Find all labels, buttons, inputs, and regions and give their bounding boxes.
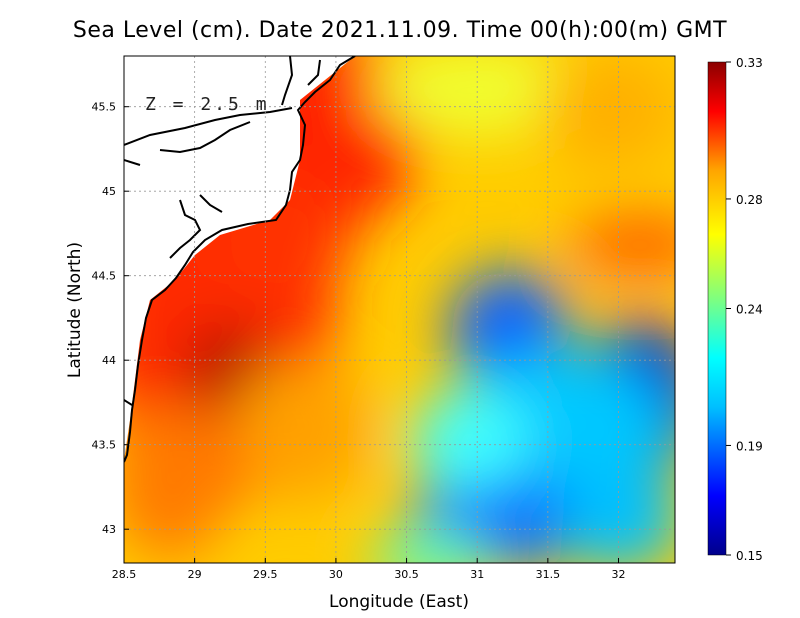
y-axis-ticks: 43 43.5 44 44.5 45 45.5 — [92, 101, 129, 536]
colorbar — [707, 61, 727, 556]
land-mass — [124, 56, 355, 460]
coastline — [124, 56, 356, 463]
western-shore — [124, 159, 141, 406]
depth-label: Z = 2.5 m — [145, 94, 270, 115]
y-axis-title: Latitude (North) — [65, 242, 85, 378]
x-tick-label: 29 — [188, 568, 202, 581]
lagoon-outline — [124, 56, 321, 259]
y-tick-label: 45 — [102, 185, 116, 198]
y-tick-label: 45.5 — [92, 101, 117, 114]
x-axis-ticks: 28.5 29 29.5 30 30.5 31 31.5 32 — [112, 558, 625, 581]
sea-level-field — [124, 56, 675, 563]
colorbar-label: 0.19 — [736, 439, 763, 453]
colorbar-labels: 0.33 0.28 0.24 0.19 0.15 — [726, 56, 763, 563]
map-title: Sea Level (cm). Date 2021.11.09. Time 00… — [72, 18, 728, 43]
y-tick-label: 43.5 — [92, 439, 117, 452]
x-tick-label: 30.5 — [394, 568, 419, 581]
grid-lines — [124, 56, 675, 563]
plot-frame — [123, 55, 676, 564]
x-tick-label: 31 — [470, 568, 484, 581]
y-tick-label: 44 — [102, 354, 116, 367]
colorbar-label: 0.33 — [736, 56, 763, 70]
x-tick-label: 31.5 — [536, 568, 561, 581]
y-tick-label: 43 — [102, 523, 116, 536]
colorbar-label: 0.28 — [736, 193, 763, 207]
x-tick-label: 29.5 — [253, 568, 278, 581]
x-tick-label: 28.5 — [112, 568, 137, 581]
x-tick-label: 30 — [329, 568, 343, 581]
colorbar-label: 0.15 — [736, 549, 763, 563]
x-tick-label: 32 — [611, 568, 625, 581]
colorbar-label: 0.24 — [736, 303, 763, 317]
x-axis-title: Longitude (East) — [329, 592, 469, 612]
y-tick-label: 44.5 — [92, 270, 117, 283]
